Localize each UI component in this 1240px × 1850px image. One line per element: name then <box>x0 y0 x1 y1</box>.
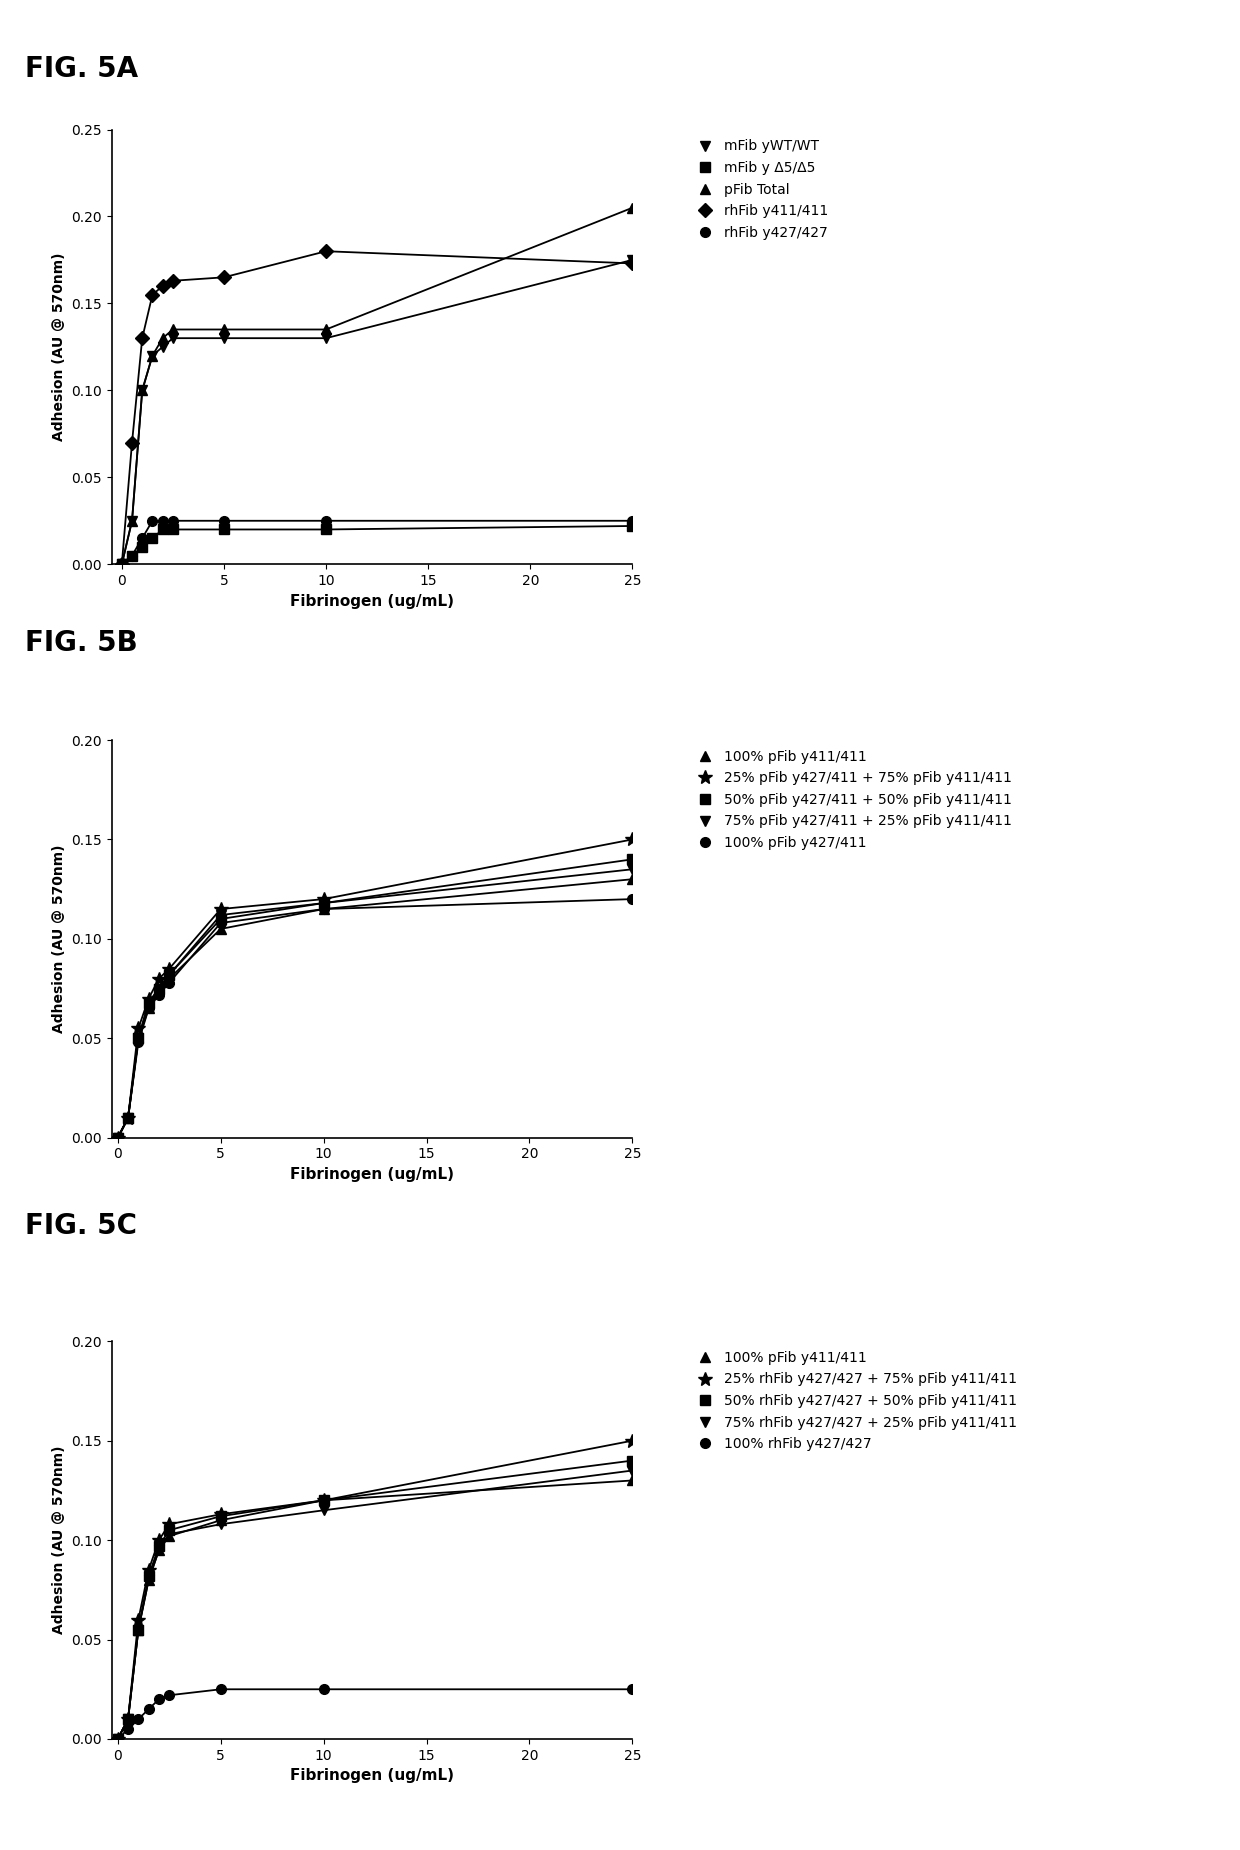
Legend: 100% pFib y411/411, 25% pFib y427/411 + 75% pFib y411/411, 50% pFib y427/411 + 5: 100% pFib y411/411, 25% pFib y427/411 + … <box>691 744 1018 857</box>
Y-axis label: Adhesion (AU @ 570nm): Adhesion (AU @ 570nm) <box>52 1447 66 1634</box>
X-axis label: Fibrinogen (ug/mL): Fibrinogen (ug/mL) <box>290 1769 454 1783</box>
Text: FIG. 5A: FIG. 5A <box>25 56 138 83</box>
Text: FIG. 5C: FIG. 5C <box>25 1212 136 1240</box>
Legend: mFib yWT/WT, mFib y Δ5/Δ5, pFib Total, rhFib y411/411, rhFib y427/427: mFib yWT/WT, mFib y Δ5/Δ5, pFib Total, r… <box>691 133 833 246</box>
Legend: 100% pFib y411/411, 25% rhFib y427/427 + 75% pFib y411/411, 50% rhFib y427/427 +: 100% pFib y411/411, 25% rhFib y427/427 +… <box>691 1345 1023 1458</box>
Y-axis label: Adhesion (AU @ 570nm): Adhesion (AU @ 570nm) <box>52 253 66 440</box>
Y-axis label: Adhesion (AU @ 570nm): Adhesion (AU @ 570nm) <box>52 845 66 1032</box>
Text: FIG. 5B: FIG. 5B <box>25 629 138 657</box>
X-axis label: Fibrinogen (ug/mL): Fibrinogen (ug/mL) <box>290 1167 454 1182</box>
X-axis label: Fibrinogen (ug/mL): Fibrinogen (ug/mL) <box>290 594 454 609</box>
